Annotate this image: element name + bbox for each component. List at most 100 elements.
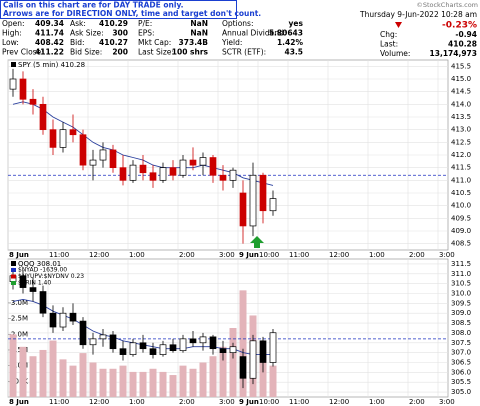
y-tick-label: 311.5 bbox=[451, 260, 471, 268]
y-tick-label: 305.0 bbox=[451, 388, 471, 396]
quote-label: Mkt Cap: bbox=[138, 38, 171, 47]
x-tick-label: 3:00 bbox=[439, 251, 455, 259]
y2-tick-label: 3.0M bbox=[11, 299, 28, 307]
volume-bar bbox=[159, 371, 167, 397]
quote-value: 411.74 bbox=[35, 29, 64, 38]
candle-body bbox=[269, 332, 277, 363]
quote-label: Bid Size: bbox=[70, 48, 102, 57]
candle-body bbox=[169, 167, 177, 176]
x-tick-label: 11:00 bbox=[49, 251, 69, 259]
chart-title: QQQ 308.01 bbox=[18, 260, 61, 268]
candle-body bbox=[199, 336, 207, 344]
x-tick-label: 10:00 bbox=[259, 398, 279, 406]
x-tick-label: 11:00 bbox=[49, 398, 69, 406]
x-tick-label: 12:00 bbox=[89, 398, 109, 406]
candle-body bbox=[119, 348, 127, 355]
volume-bar bbox=[9, 334, 17, 397]
y-tick-label: 309.0 bbox=[451, 309, 471, 317]
x-tick-label: 1:00 bbox=[129, 398, 145, 406]
legend-swatch bbox=[11, 281, 16, 285]
notice-box bbox=[0, 0, 237, 19]
volume-bar bbox=[69, 365, 77, 397]
quote-change-pct: -0.23% bbox=[442, 21, 477, 31]
quote-value: yes bbox=[289, 19, 304, 28]
quote-value: 410.28 bbox=[448, 40, 477, 49]
candle-body bbox=[99, 149, 107, 161]
volume-bar bbox=[199, 362, 207, 397]
y-tick-label: 307.5 bbox=[451, 339, 471, 347]
legend-swatch bbox=[11, 274, 16, 279]
quote-label: Yield: bbox=[221, 38, 242, 47]
y-tick-label: 410.0 bbox=[451, 202, 471, 210]
volume-bar bbox=[269, 365, 277, 397]
quote-label: Options: bbox=[222, 19, 253, 28]
volume-bar bbox=[189, 368, 197, 397]
y-tick-label: 409.5 bbox=[451, 214, 471, 222]
quote-value: 410.27 bbox=[99, 38, 128, 47]
quote-label: Bid: bbox=[70, 38, 85, 47]
volume-bar bbox=[89, 362, 97, 397]
quote-value: 13,174,973 bbox=[430, 49, 477, 58]
candle-body bbox=[189, 338, 197, 344]
candle-body bbox=[169, 344, 177, 352]
y-tick-label: 307.0 bbox=[451, 349, 471, 357]
y-tick-label: 309.5 bbox=[451, 299, 471, 307]
quote-label: Low: bbox=[2, 38, 19, 47]
quote-label: Annual Dividend: bbox=[222, 29, 286, 38]
candle-body bbox=[229, 346, 237, 353]
candle-body bbox=[69, 312, 77, 322]
candle-body bbox=[189, 159, 197, 166]
legend-swatch bbox=[11, 268, 16, 272]
candle-body bbox=[179, 338, 187, 352]
candle-body bbox=[79, 320, 87, 346]
quote-value: 300 bbox=[112, 29, 128, 38]
volume-bar bbox=[179, 365, 187, 397]
quote-value: 410.29 bbox=[99, 19, 128, 28]
y-tick-label: 310.0 bbox=[451, 290, 471, 298]
candle-body bbox=[159, 167, 167, 181]
candle-body bbox=[219, 174, 227, 181]
y-tick-label: 306.5 bbox=[451, 359, 471, 367]
candle-body bbox=[119, 167, 127, 181]
x-tick-label: 1:00 bbox=[369, 398, 385, 406]
candle-body bbox=[29, 98, 37, 105]
candle-body bbox=[209, 336, 217, 350]
quote-value: 1.42% bbox=[277, 38, 304, 47]
x-tick-label: 1:00 bbox=[369, 251, 385, 259]
y-tick-label: 408.5 bbox=[451, 240, 471, 248]
quote-label: Last: bbox=[380, 40, 398, 49]
x-tick-label: 9 Jun bbox=[239, 251, 259, 259]
candle-body bbox=[59, 129, 67, 148]
quote-value: 5.80643 bbox=[269, 29, 303, 38]
x-tick-label: 2:00 bbox=[179, 251, 195, 259]
y-tick-label: 311.0 bbox=[451, 270, 471, 278]
quote-label: Open: bbox=[2, 19, 25, 28]
candle-body bbox=[79, 134, 87, 166]
volume-bar bbox=[109, 368, 117, 397]
x-tick-label: 3:00 bbox=[219, 251, 235, 259]
x-tick-label: 11:00 bbox=[289, 251, 309, 259]
x-tick-label: 1:00 bbox=[129, 251, 145, 259]
x-tick-label: 2:00 bbox=[409, 251, 425, 259]
quote-label: Volume: bbox=[380, 49, 410, 58]
candle-body bbox=[109, 334, 117, 350]
quote-value: NaN bbox=[190, 29, 208, 38]
x-tick-label: 9 Jun bbox=[239, 398, 259, 406]
y-tick-label: 306.0 bbox=[451, 368, 471, 376]
candle-body bbox=[149, 172, 157, 181]
y-tick-label: 409.0 bbox=[451, 227, 471, 235]
y2-tick-label: 1.0M bbox=[11, 362, 28, 370]
candle-body bbox=[149, 348, 157, 355]
y2-tick-label: 2.5M bbox=[11, 315, 28, 323]
y-tick-label: 414.0 bbox=[451, 100, 471, 108]
candle-body bbox=[39, 291, 47, 314]
volume-bar bbox=[149, 368, 157, 397]
candle-body bbox=[139, 342, 147, 350]
volume-bar bbox=[259, 349, 267, 397]
candle-body bbox=[129, 164, 137, 181]
quote-datetime: Thursday 9-Jun-2022 10:28 am bbox=[359, 10, 477, 19]
x-tick-label: 12:00 bbox=[329, 251, 349, 259]
notice-line: Arrows are for DIRECTION ONLY, time and … bbox=[3, 9, 261, 18]
quote-value: NaN bbox=[190, 19, 208, 28]
